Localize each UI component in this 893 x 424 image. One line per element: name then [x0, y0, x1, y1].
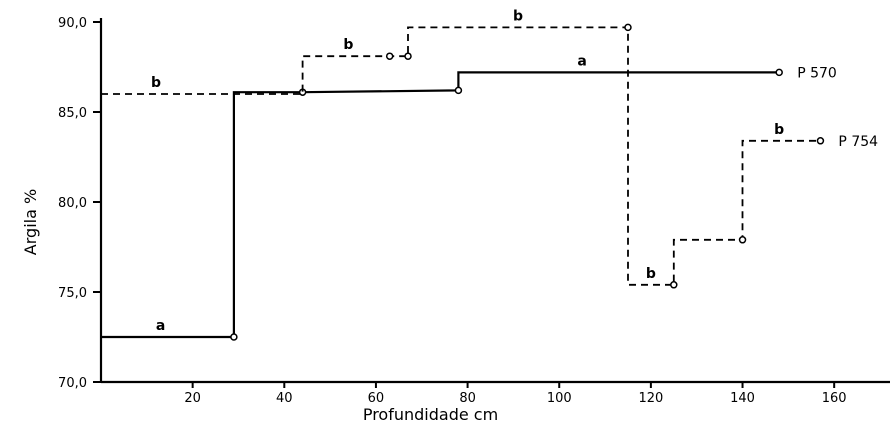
axes — [99, 18, 890, 384]
segment-label: a — [156, 318, 165, 334]
segment-label: a — [577, 53, 586, 69]
x-tick-label: 20 — [184, 391, 201, 406]
x-tick-label: 40 — [276, 391, 293, 406]
x-axis-label: Profundidade cm — [363, 405, 498, 424]
labels-layer: a b b b a b b P 570 P 754 — [151, 8, 878, 334]
series-line-p-570 — [101, 71, 780, 339]
x-tick-label: 80 — [459, 391, 476, 406]
y-tick-label: 85,0 — [58, 106, 87, 121]
y-tick-label: 70,0 — [58, 376, 87, 391]
segment-label: b — [774, 122, 784, 138]
y-axis-label: Argila % — [21, 189, 40, 255]
x-tick-label: 60 — [368, 391, 385, 406]
data-point — [775, 68, 783, 77]
y-tick-label: 90,0 — [58, 16, 87, 31]
x-tick-label: 120 — [638, 391, 663, 406]
x-tick-label: 140 — [730, 391, 755, 406]
x-tick-label: 100 — [547, 391, 572, 406]
data-point — [454, 86, 463, 95]
data-point — [385, 52, 394, 60]
data-point — [670, 281, 678, 289]
y-tick-label: 75,0 — [58, 286, 87, 301]
data-point — [404, 52, 412, 60]
ticks: 70,0 75,0 80,0 85,0 90,0 20 40 60 80 100 120 140 160 — [58, 16, 847, 406]
series-label: P 754 — [838, 134, 878, 150]
y-tick-label: 80,0 — [58, 196, 87, 211]
series-line-p-754 — [101, 26, 821, 286]
segment-label: b — [513, 8, 523, 24]
series-label: P 570 — [797, 65, 837, 81]
segment-label: b — [646, 266, 656, 282]
data-point — [738, 236, 747, 244]
segment-label: b — [151, 75, 161, 91]
data-point — [624, 23, 632, 32]
data-point — [816, 137, 825, 145]
series-layer — [101, 23, 825, 341]
segment-label: b — [343, 37, 353, 53]
x-tick-label: 160 — [822, 391, 847, 406]
data-point — [230, 333, 238, 341]
